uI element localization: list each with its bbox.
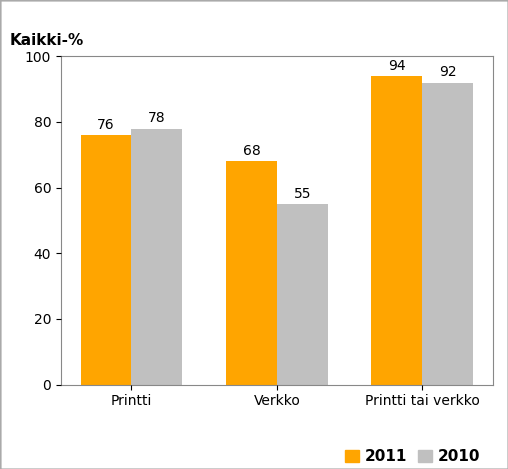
Text: 78: 78: [148, 111, 166, 125]
Bar: [81, 135, 132, 385]
Text: 92: 92: [439, 65, 457, 79]
Bar: [226, 161, 277, 385]
Bar: [277, 204, 328, 385]
Text: 55: 55: [294, 187, 311, 201]
Text: 68: 68: [242, 144, 260, 158]
Bar: [422, 83, 473, 385]
Legend: 2011, 2010: 2011, 2010: [340, 444, 486, 469]
Text: 94: 94: [388, 59, 405, 73]
Bar: [132, 129, 182, 385]
Text: 76: 76: [97, 118, 115, 132]
Text: Kaikki-%: Kaikki-%: [9, 33, 83, 48]
Bar: [371, 76, 422, 385]
